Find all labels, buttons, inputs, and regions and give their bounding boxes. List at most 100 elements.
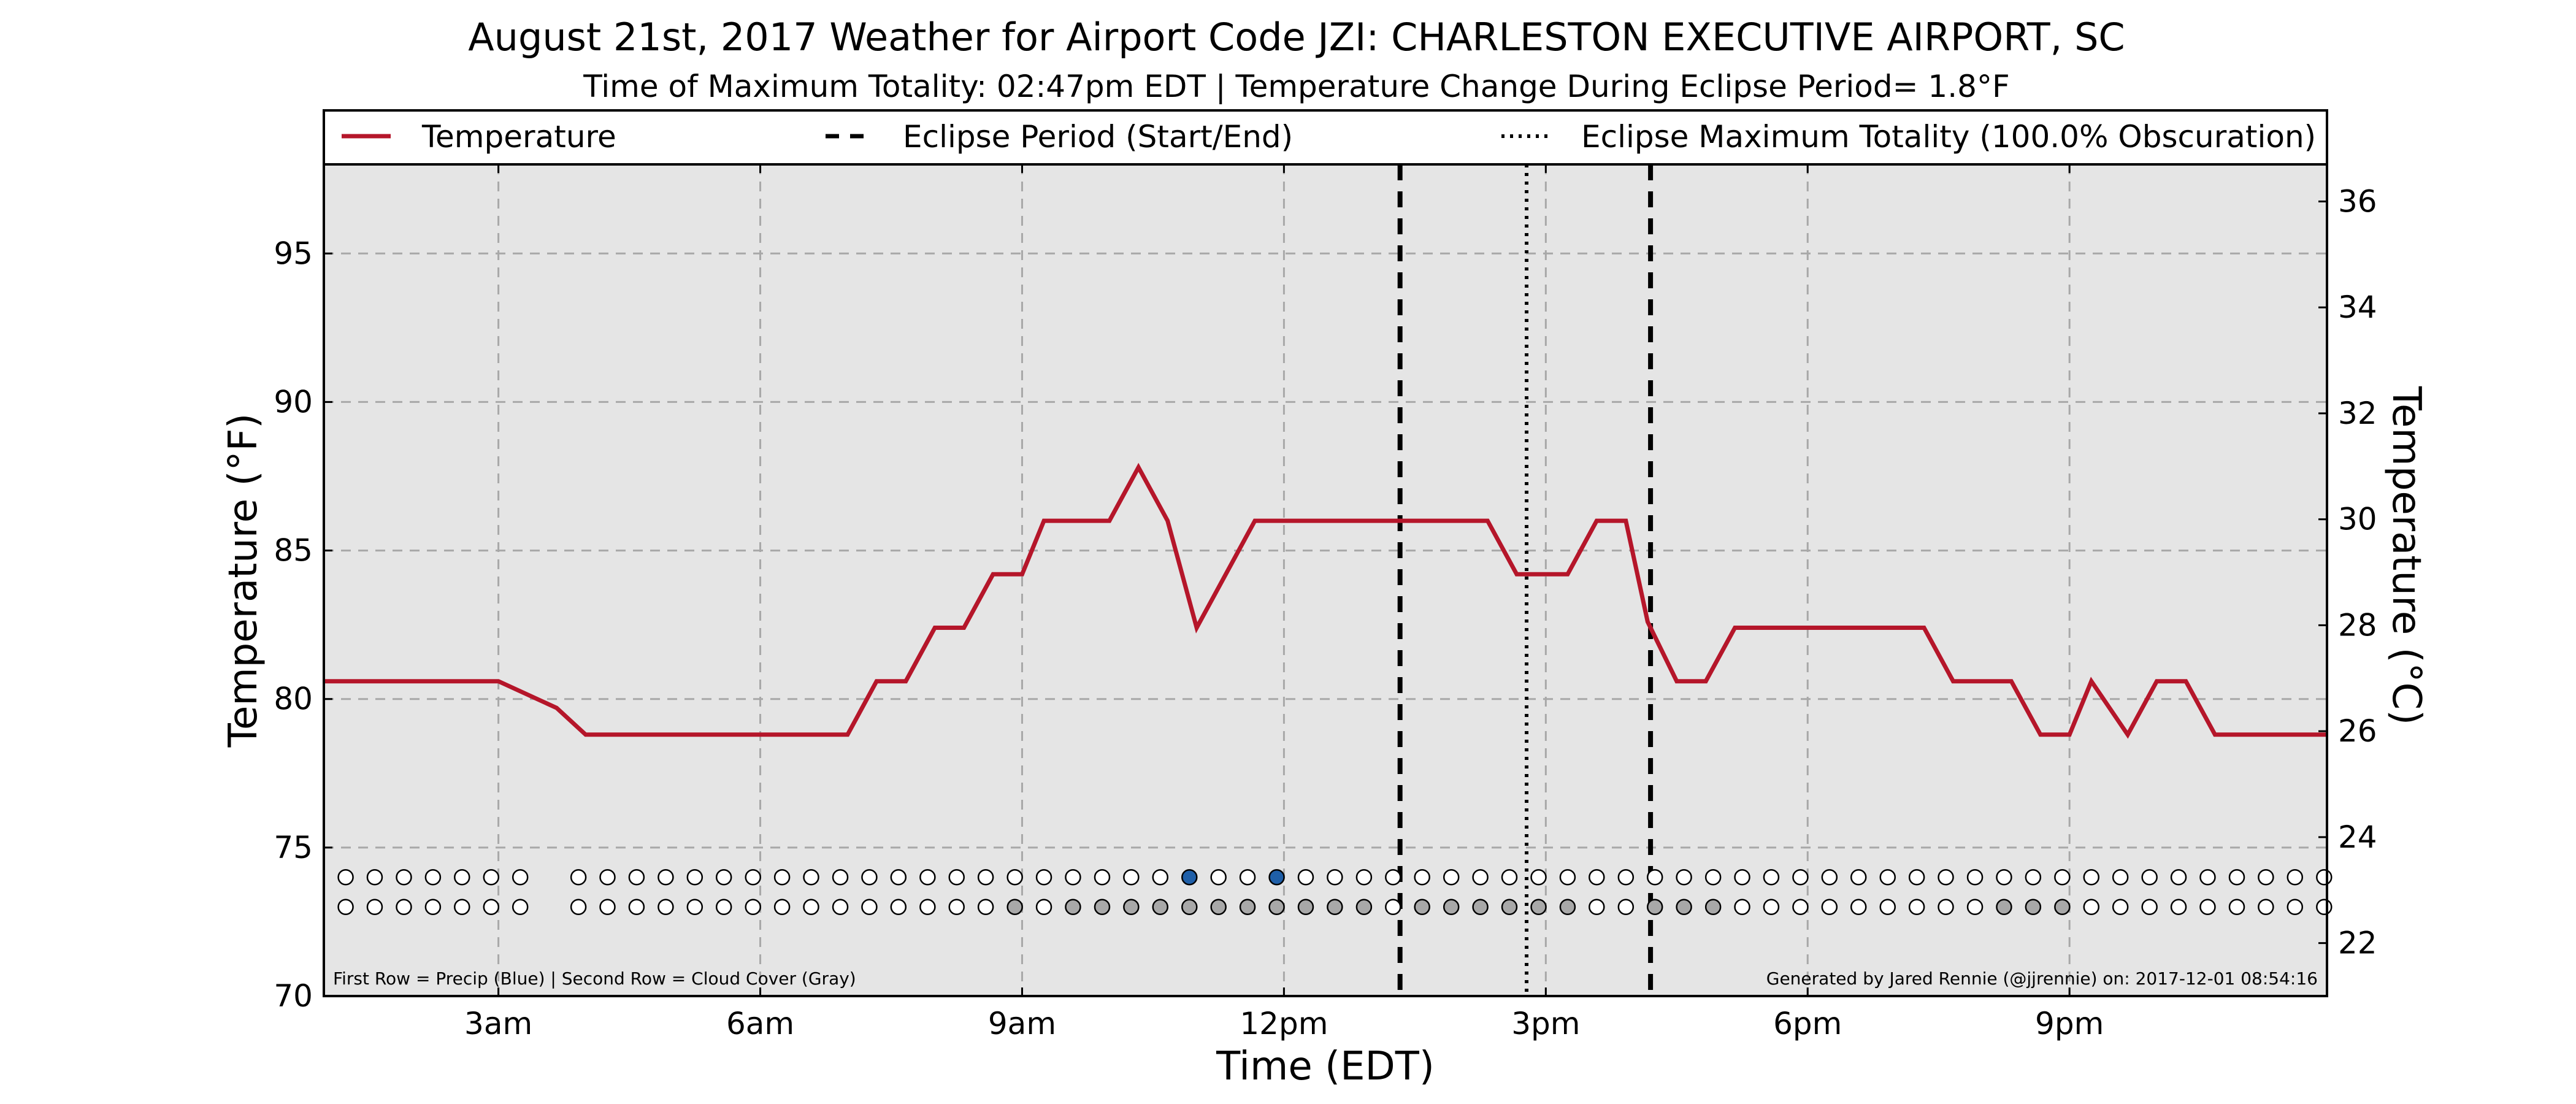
precip-marker-65 bbox=[2258, 869, 2274, 886]
cloud-marker-14 bbox=[773, 899, 791, 915]
x-tick-label-12pm: 12pm bbox=[1240, 1006, 1328, 1041]
cloud-marker-54 bbox=[1938, 899, 1954, 915]
precip-marker-11 bbox=[686, 869, 703, 886]
precip-marker-18 bbox=[890, 869, 907, 886]
precip-marker-52 bbox=[1879, 869, 1896, 886]
cloud-marker-11 bbox=[686, 899, 703, 915]
precip-marker-66 bbox=[2287, 869, 2304, 886]
precip-marker-63 bbox=[2199, 869, 2216, 886]
precip-marker-5 bbox=[483, 869, 500, 886]
precip-marker-25 bbox=[1094, 869, 1111, 886]
cloud-marker-52 bbox=[1879, 899, 1896, 915]
y-axis-left-label: Temperature (°F) bbox=[221, 413, 266, 748]
precip-marker-8 bbox=[599, 869, 616, 886]
cloud-marker-34 bbox=[1355, 899, 1373, 915]
precip-marker-51 bbox=[1850, 869, 1867, 886]
cloud-marker-53 bbox=[1908, 899, 1925, 915]
y-right-tick-label-22: 22 bbox=[2338, 926, 2377, 961]
precip-marker-4 bbox=[454, 869, 470, 886]
legend-temperature-label: Temperature bbox=[421, 119, 616, 155]
cloud-marker-20 bbox=[948, 899, 965, 915]
cloud-marker-32 bbox=[1297, 899, 1314, 915]
precip-marker-47 bbox=[1734, 869, 1750, 886]
cloud-marker-16 bbox=[832, 899, 849, 915]
cloud-marker-9 bbox=[628, 899, 645, 915]
cloud-marker-4 bbox=[454, 899, 470, 915]
cloud-marker-63 bbox=[2199, 899, 2216, 915]
precip-marker-59 bbox=[2083, 869, 2100, 886]
footnote-left: First Row = Precip (Blue) | Second Row =… bbox=[333, 968, 856, 989]
precip-marker-40 bbox=[1530, 869, 1547, 886]
cloud-marker-25 bbox=[1094, 899, 1111, 915]
x-tick-label-9am: 9am bbox=[988, 1006, 1056, 1041]
precip-marker-57 bbox=[2025, 869, 2042, 886]
cloud-marker-19 bbox=[919, 899, 936, 915]
precip-marker-36 bbox=[1414, 869, 1430, 886]
precip-marker-6 bbox=[512, 869, 529, 886]
cloud-marker-35 bbox=[1385, 899, 1401, 915]
y-right-tick-label-34: 34 bbox=[2338, 289, 2377, 325]
cloud-marker-1 bbox=[366, 899, 383, 915]
cloud-marker-41 bbox=[1559, 899, 1576, 915]
precip-marker-44 bbox=[1646, 869, 1663, 886]
cloud-marker-7 bbox=[570, 899, 587, 915]
precip-marker-50 bbox=[1821, 869, 1838, 886]
cloud-marker-0 bbox=[337, 899, 354, 915]
precip-marker-45 bbox=[1676, 869, 1692, 886]
precip-marker-41 bbox=[1559, 869, 1576, 886]
cloud-marker-55 bbox=[1966, 899, 1984, 915]
precip-marker-35 bbox=[1385, 869, 1401, 886]
chart-subtitle: Time of Maximum Totality: 02:47pm EDT | … bbox=[583, 69, 2009, 104]
cloud-marker-26 bbox=[1123, 899, 1140, 915]
cloud-marker-36 bbox=[1414, 899, 1430, 915]
cloud-marker-43 bbox=[1617, 899, 1635, 915]
precip-marker-61 bbox=[2141, 869, 2158, 886]
y-left-tick-label-95: 95 bbox=[274, 236, 313, 271]
x-tick-label-9pm: 9pm bbox=[2035, 1006, 2104, 1041]
precip-marker-32 bbox=[1297, 869, 1314, 886]
y-left-tick-label-80: 80 bbox=[274, 681, 313, 717]
eclipse-lines bbox=[1397, 164, 1654, 996]
precip-marker-17 bbox=[861, 869, 878, 886]
cloud-marker-59 bbox=[2083, 899, 2100, 915]
y-right-tick-label-26: 26 bbox=[2338, 713, 2377, 749]
precip-marker-64 bbox=[2228, 869, 2245, 886]
cloud-marker-10 bbox=[657, 899, 674, 915]
cloud-marker-22 bbox=[1006, 899, 1023, 915]
legend-eclipse-period-label: Eclipse Period (Start/End) bbox=[903, 119, 1293, 155]
cloud-marker-28 bbox=[1181, 899, 1198, 915]
x-tick-label-3am: 3am bbox=[464, 1006, 532, 1041]
precip-marker-67 bbox=[2316, 869, 2333, 886]
legend-eclipse-max-label: Eclipse Maximum Totality (100.0% Obscura… bbox=[1581, 119, 2316, 155]
precip-marker-24 bbox=[1065, 869, 1081, 886]
cloud-marker-64 bbox=[2228, 899, 2245, 915]
cloud-marker-8 bbox=[599, 899, 616, 915]
y-left-tick-label-85: 85 bbox=[274, 533, 313, 569]
precip-marker-7 bbox=[570, 869, 587, 886]
x-tick-label-3pm: 3pm bbox=[1511, 1006, 1580, 1041]
cloud-marker-61 bbox=[2141, 899, 2158, 915]
precip-marker-23 bbox=[1035, 869, 1052, 886]
cloud-marker-47 bbox=[1734, 899, 1750, 915]
precip-marker-9 bbox=[628, 869, 645, 886]
cloud-marker-56 bbox=[1996, 899, 2012, 915]
precip-marker-38 bbox=[1472, 869, 1489, 886]
precip-marker-46 bbox=[1704, 869, 1722, 886]
precip-marker-58 bbox=[2054, 869, 2071, 886]
cloud-marker-37 bbox=[1443, 899, 1460, 915]
precip-marker-27 bbox=[1152, 869, 1169, 886]
plot-area bbox=[324, 164, 2327, 996]
precip-marker-30 bbox=[1239, 869, 1256, 886]
y-right-tick-label-28: 28 bbox=[2338, 607, 2377, 643]
y-left-tick-label-75: 75 bbox=[274, 830, 313, 865]
cloud-marker-60 bbox=[2112, 899, 2129, 915]
marker-rows bbox=[337, 869, 2333, 915]
axis-ticks: 3am 6am 9am 12pm 3pm 6pm 9pm 70 75 80 85 90 95 22 24 26… bbox=[274, 164, 2377, 1041]
precip-marker-43 bbox=[1617, 869, 1635, 886]
precip-marker-16 bbox=[832, 869, 849, 886]
y-right-tick-label-30: 30 bbox=[2338, 502, 2377, 537]
cloud-marker-13 bbox=[745, 899, 761, 915]
chart-title: August 21st, 2017 Weather for Airport Co… bbox=[468, 15, 2125, 59]
cloud-marker-65 bbox=[2258, 899, 2274, 915]
cloud-marker-27 bbox=[1152, 899, 1169, 915]
